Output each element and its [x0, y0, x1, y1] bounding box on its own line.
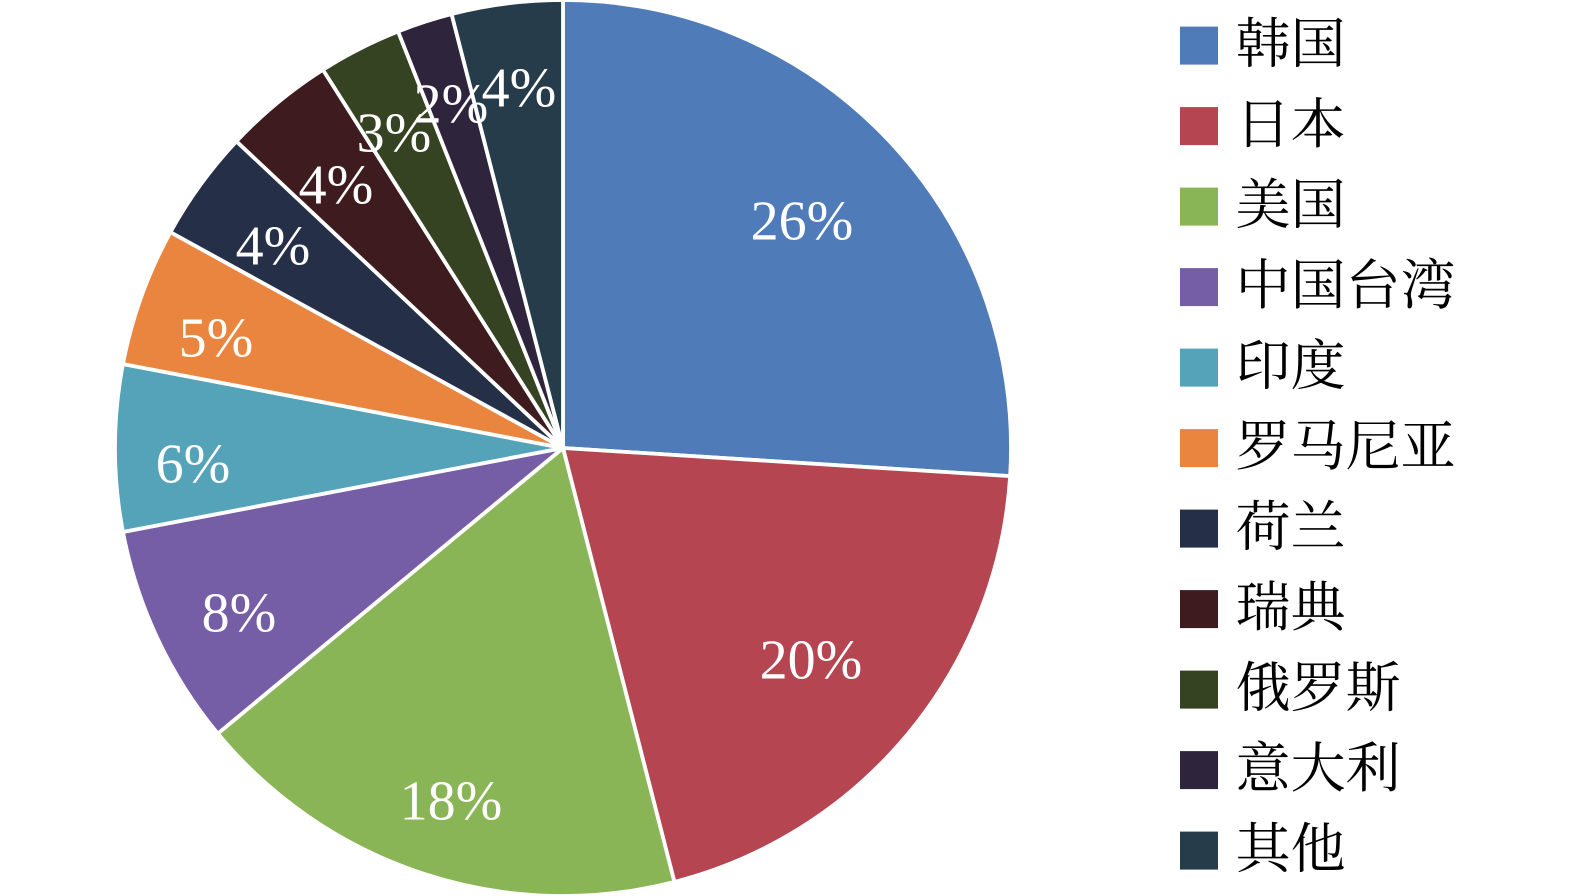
pie-data-label-0: 26% — [751, 190, 854, 252]
legend-label-2 — [1237, 177, 1343, 229]
legend-glyph — [1402, 257, 1454, 309]
legend-label-10 — [1237, 821, 1344, 873]
legend-swatch-10 — [1180, 831, 1218, 870]
legend-glyph — [1292, 821, 1344, 873]
legend-glyph — [1237, 499, 1289, 551]
legend-item-6 — [1180, 499, 1344, 551]
legend-glyph — [1292, 499, 1344, 547]
pie-data-label-7: 4% — [299, 154, 374, 216]
legend-glyph — [1292, 337, 1344, 390]
pie-slice-3 — [120, 446, 565, 737]
legend-item-0 — [1180, 16, 1343, 68]
legend-glyph — [1237, 177, 1289, 229]
legend-item-3 — [1180, 257, 1454, 309]
legend-glyph — [1238, 740, 1288, 791]
legend-swatch-2 — [1180, 187, 1218, 226]
legend-label-3 — [1241, 257, 1454, 309]
legend-item-9 — [1180, 740, 1398, 792]
legend-glyph — [1347, 660, 1400, 712]
legend-glyph — [1347, 741, 1398, 792]
pie-data-label-5: 5% — [179, 307, 254, 369]
legend-glyph — [1237, 580, 1289, 631]
pie-data-labels: 26%20%18%8%6%5%4%4%3%2%4% — [156, 57, 863, 832]
pie-data-label-10: 4% — [482, 57, 557, 119]
legend-label-9 — [1238, 740, 1398, 792]
legend-item-10 — [1180, 821, 1344, 873]
legend-glyph — [1347, 420, 1398, 470]
pie-slice-1 — [560, 445, 1013, 885]
legend-glyph — [1292, 97, 1344, 148]
legend-glyph — [1292, 580, 1345, 631]
legend-label-7 — [1237, 580, 1345, 631]
legend-swatch-5 — [1180, 429, 1218, 468]
legend-glyph — [1241, 258, 1287, 309]
legend-label-5 — [1237, 419, 1454, 470]
legend-label-0 — [1237, 16, 1343, 68]
legend-item-8 — [1180, 660, 1400, 712]
legend-glyph — [1237, 660, 1289, 711]
pie-plot-area — [113, 0, 1013, 896]
legend-glyph — [1239, 339, 1289, 390]
pie-data-label-8: 3% — [357, 102, 432, 164]
legend-item-7 — [1180, 580, 1345, 631]
pie-data-label-9: 2% — [414, 73, 489, 135]
legend-swatch-1 — [1180, 107, 1218, 146]
legend-item-2 — [1180, 177, 1343, 229]
legend-glyph — [1237, 419, 1286, 470]
pie-slice-10 — [449, 0, 565, 449]
legend-item-1 — [1180, 97, 1344, 148]
legend-item-5 — [1180, 419, 1454, 470]
legend-glyph — [1292, 661, 1341, 712]
chart-legend — [1180, 16, 1454, 873]
legend-item-4 — [1180, 337, 1344, 390]
legend-glyph — [1293, 419, 1343, 470]
legend-glyph — [1237, 821, 1289, 873]
legend-label-4 — [1239, 337, 1344, 390]
legend-swatch-6 — [1180, 509, 1218, 548]
pie-slice-0 — [561, 0, 1013, 479]
pie-data-label-4: 6% — [156, 433, 231, 495]
legend-swatch-7 — [1180, 590, 1218, 629]
legend-swatch-8 — [1180, 670, 1218, 709]
pie-data-label-1: 20% — [760, 629, 863, 691]
legend-swatch-0 — [1180, 26, 1218, 65]
legend-swatch-3 — [1180, 268, 1218, 307]
pie-slice-4 — [113, 361, 564, 535]
legend-glyph — [1402, 420, 1454, 466]
legend-glyph — [1246, 100, 1283, 148]
pie-slice-2 — [215, 444, 677, 896]
legend-glyph — [1296, 259, 1343, 309]
legend-glyph — [1292, 741, 1345, 792]
pie-data-label-3: 8% — [202, 582, 277, 644]
legend-glyph — [1296, 178, 1343, 229]
pie-data-label-2: 18% — [400, 770, 503, 832]
legend-label-8 — [1237, 660, 1400, 712]
legend-label-6 — [1237, 499, 1344, 551]
legend-glyph — [1351, 258, 1396, 309]
legend-swatch-4 — [1180, 348, 1218, 387]
legend-glyph — [1296, 17, 1343, 68]
legend-label-1 — [1246, 97, 1344, 148]
legend-glyph — [1237, 16, 1289, 68]
pie-data-label-6: 4% — [236, 215, 311, 277]
legend-swatch-9 — [1180, 751, 1218, 790]
